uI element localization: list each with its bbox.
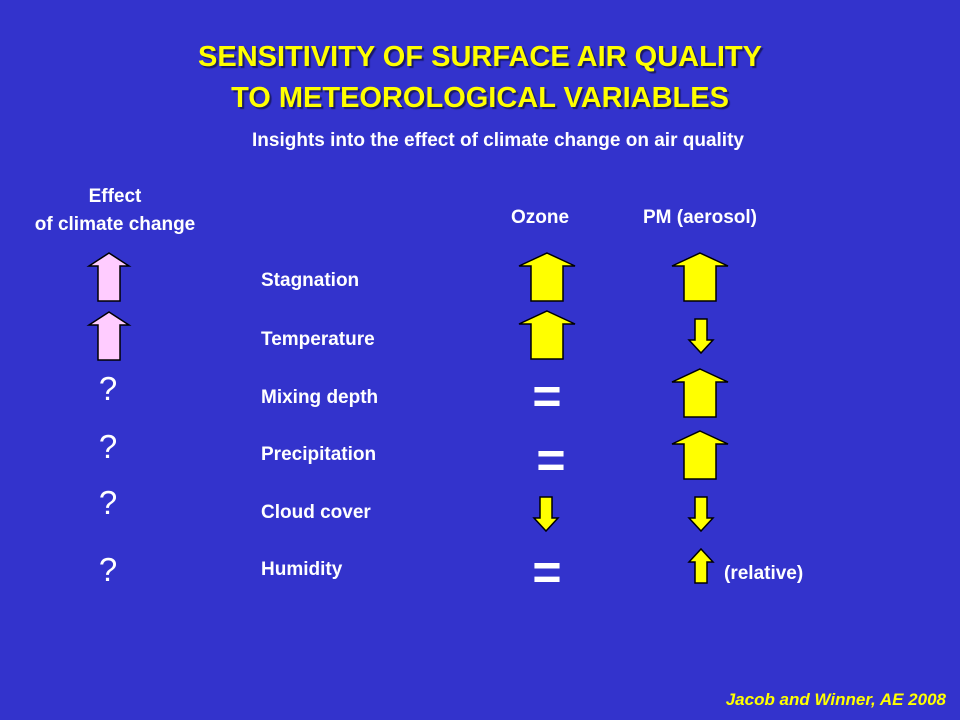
effect-header-line-2: of climate change <box>34 214 196 235</box>
pm-down-arrow-icon <box>687 318 715 355</box>
row-label-humidity: Humidity <box>261 559 343 580</box>
title-line-1: SENSITIVITY OF SURFACE AIR QUALITY <box>198 41 762 73</box>
effect-up-arrow-icon <box>86 311 132 361</box>
row-label-stagnation: Stagnation <box>261 270 360 291</box>
effect-header-line-1: Effect <box>88 186 142 207</box>
ozone-down-arrow-icon <box>532 496 560 533</box>
ozone-equal-sign: = <box>532 368 562 424</box>
effect-up-arrow-icon <box>86 252 132 302</box>
row-label-cloud-cover: Cloud cover <box>261 502 371 523</box>
question-mark: ? <box>98 551 118 588</box>
row-label-mixing-depth: Mixing depth <box>261 387 379 408</box>
row-label-precipitation: Precipitation <box>261 444 377 465</box>
title-line-2: TO METEOROLOGICAL VARIABLES <box>231 82 729 114</box>
question-mark: ? <box>98 484 118 521</box>
ozone-up-arrow-icon <box>518 252 576 302</box>
ozone-header: Ozone <box>510 207 570 228</box>
subtitle: Insights into the effect of climate chan… <box>252 130 744 151</box>
humidity-note: (relative) <box>724 563 804 584</box>
pm-up-arrow-icon <box>671 252 729 302</box>
question-mark: ? <box>98 428 118 465</box>
pm-up-arrow-icon <box>671 368 729 418</box>
ozone-equal-sign: = <box>536 432 566 488</box>
pm-header: PM (aerosol) <box>642 207 758 228</box>
ozone-equal-sign: = <box>532 544 562 600</box>
credit: Jacob and Winner, AE 2008 <box>725 690 946 709</box>
pm-down-arrow-icon <box>687 496 715 533</box>
pm-up-arrow-icon <box>671 430 729 480</box>
ozone-up-arrow-icon <box>518 310 576 360</box>
question-mark: ? <box>98 370 118 407</box>
row-label-temperature: Temperature <box>261 329 375 350</box>
pm-up-arrow-icon <box>687 547 715 584</box>
